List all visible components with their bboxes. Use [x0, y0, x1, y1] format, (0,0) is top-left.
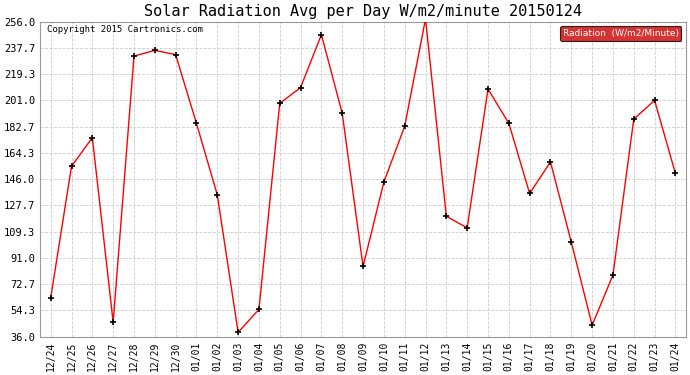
Title: Solar Radiation Avg per Day W/m2/minute 20150124: Solar Radiation Avg per Day W/m2/minute …	[144, 4, 582, 19]
Legend: Radiation  (W/m2/Minute): Radiation (W/m2/Minute)	[560, 26, 681, 40]
Text: Copyright 2015 Cartronics.com: Copyright 2015 Cartronics.com	[47, 25, 203, 34]
